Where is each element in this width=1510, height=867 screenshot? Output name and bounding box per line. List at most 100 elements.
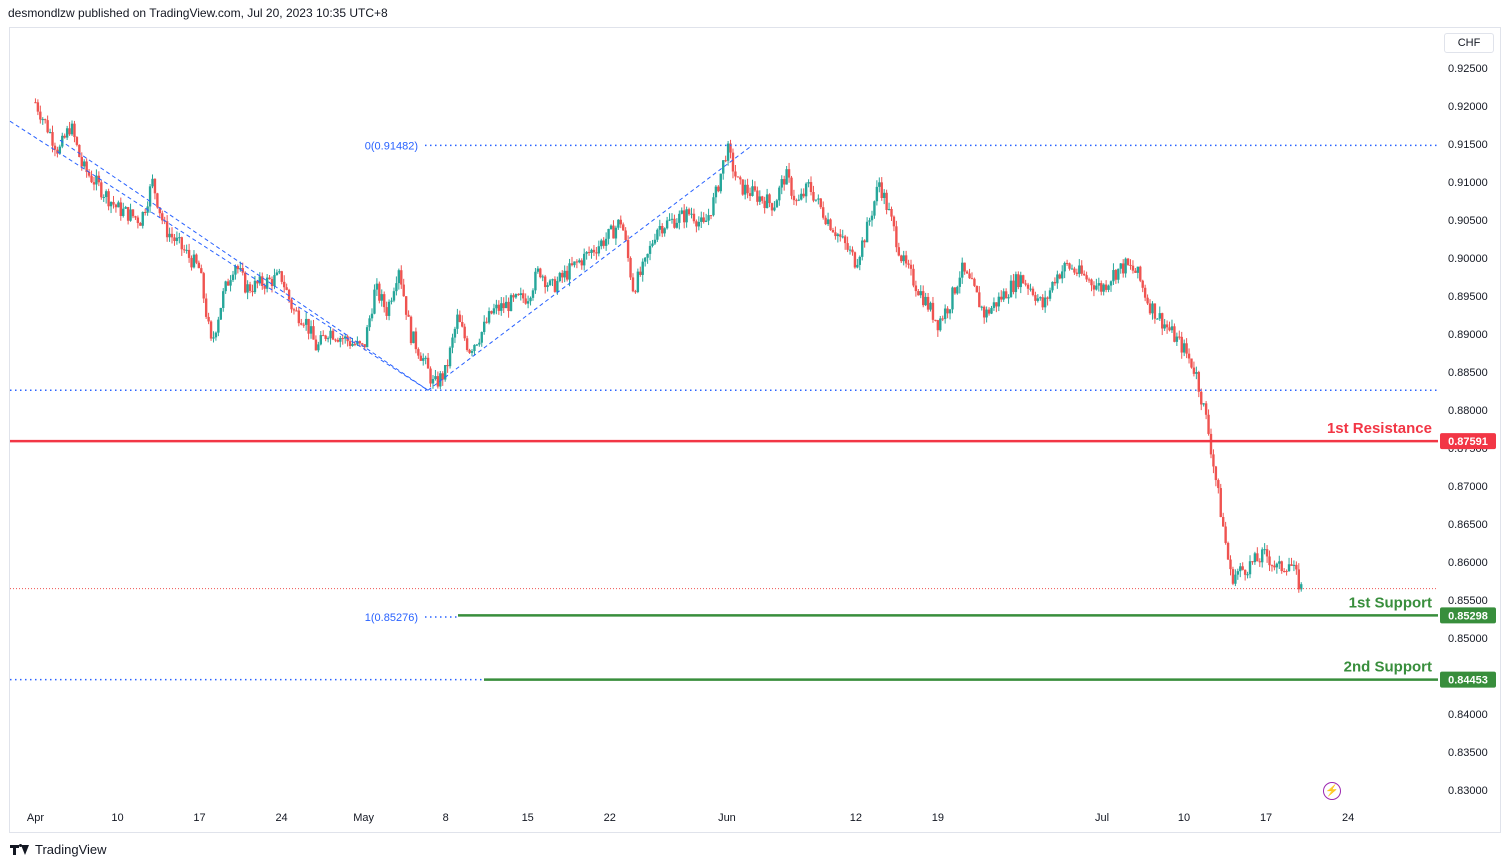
candle-body [536, 268, 540, 272]
candle-body [507, 301, 510, 312]
x-tick-label: 24 [275, 812, 287, 824]
candle-body [475, 344, 479, 346]
candle-body [368, 318, 371, 328]
candle-body [448, 347, 452, 367]
currency-button[interactable]: CHF [1444, 33, 1494, 53]
candle-body [1265, 549, 1269, 557]
candle-body [1119, 263, 1122, 269]
candle-body [1134, 270, 1137, 273]
candle-body [1136, 266, 1140, 273]
x-tick-label: Jun [718, 812, 736, 824]
candle-body [543, 276, 547, 288]
y-axis: 0.92500 0.92000 0.91500 0.91000 0.90500 0.900… [1448, 63, 1488, 797]
candle-body [614, 227, 618, 239]
candle-body [751, 186, 754, 196]
candle-body [743, 184, 747, 195]
candle-body [758, 196, 761, 202]
candle-body [429, 368, 432, 384]
candle-body [634, 291, 637, 293]
candle-body [1258, 561, 1261, 563]
candle-body [1173, 326, 1176, 342]
price-tag-label: 0.85298 [1448, 610, 1488, 622]
candle-body [1163, 324, 1166, 329]
candle-body [285, 287, 288, 290]
candle-body [646, 253, 649, 258]
candle-body [109, 201, 113, 207]
candle-body [161, 213, 164, 221]
candle-body [785, 169, 788, 185]
candle-body [885, 192, 888, 210]
candle-body [1061, 271, 1064, 279]
candle-body [487, 311, 491, 323]
candle-body [304, 318, 308, 325]
candle-body [1080, 265, 1083, 274]
chart-frame [9, 27, 1501, 833]
candle-body [1221, 517, 1225, 527]
candle-body [70, 123, 74, 135]
candle-body [687, 209, 691, 215]
candle-body [819, 198, 822, 208]
candle-body [265, 277, 269, 289]
candle-body [726, 143, 730, 161]
candle-body [856, 264, 859, 268]
candle-body [465, 338, 469, 350]
candle-body [483, 321, 486, 332]
candle-body [802, 193, 805, 197]
candle-body [104, 191, 108, 198]
candle-body [670, 218, 674, 220]
candle-body [870, 215, 874, 221]
candle-body [568, 263, 571, 280]
candle-body [1253, 553, 1257, 563]
candle-body [982, 306, 986, 318]
candle-body [129, 209, 132, 221]
candle-body [565, 270, 569, 280]
candle-body [958, 277, 961, 287]
candle-body [724, 160, 727, 162]
trend-line [9, 120, 429, 391]
candle-body [1231, 569, 1235, 584]
candle-body [395, 283, 398, 292]
y-tick-label: 0.85500 [1448, 595, 1488, 607]
candle-body [841, 236, 844, 238]
candle-body [1029, 288, 1032, 290]
candle-body [782, 179, 786, 185]
overlays: 0(0.91482) 1(0.85276) 1st Resistance 0.8759… [9, 120, 1496, 688]
candle-body [704, 220, 708, 222]
trend-line [427, 145, 753, 391]
candle-body [1031, 288, 1035, 296]
candle-body [100, 182, 103, 198]
candle-body [1268, 556, 1271, 566]
y-tick-label: 0.84000 [1448, 709, 1488, 721]
candle-body [468, 349, 471, 353]
candle-body [665, 220, 669, 229]
lightning-bolt-icon[interactable]: ⚡ [1323, 782, 1341, 800]
candle-body [863, 240, 866, 243]
candle-body [504, 301, 508, 309]
candle-body [358, 341, 362, 344]
candle-body [675, 222, 679, 228]
candle-body [126, 207, 130, 221]
candle-body [322, 335, 325, 337]
candle-body [1109, 281, 1113, 286]
candle-body [331, 330, 335, 340]
candle-body [236, 266, 240, 270]
y-tick-label: 0.88000 [1448, 405, 1488, 417]
candle-body [741, 179, 744, 195]
candle-body [1000, 296, 1003, 300]
candle-body [556, 281, 559, 292]
candle-body [419, 355, 422, 361]
candle-body [1251, 561, 1254, 563]
tradingview-logo[interactable]: TradingView [10, 842, 107, 857]
candle-body [361, 343, 364, 345]
candle-body [446, 365, 449, 367]
candle-body [1063, 262, 1066, 272]
candle-body [1129, 264, 1132, 266]
candle-body [1112, 270, 1115, 282]
candle-body [875, 186, 879, 202]
candle-body [329, 330, 332, 339]
candle-body [51, 132, 54, 146]
candle-body [156, 193, 159, 208]
candle-body [251, 290, 254, 293]
candle-body [1178, 336, 1181, 338]
